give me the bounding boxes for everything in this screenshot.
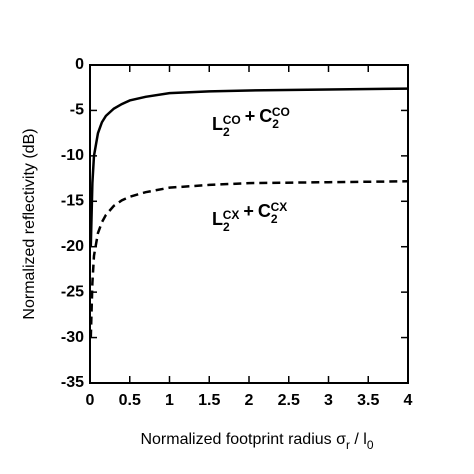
x-tick-label: 0 (86, 392, 95, 409)
x-axis-label-subscript: 0 (367, 438, 374, 452)
annotation-base: C (258, 201, 271, 221)
annotation-sup: CX (271, 200, 288, 214)
x-tick-label: 2.5 (278, 392, 300, 409)
annotation-base: C (259, 106, 272, 126)
x-axis-label-subscript: r (346, 438, 350, 452)
x-axis-label: Normalized footprint radius σr / l0 (140, 431, 373, 452)
annotation-sub: 2 (223, 125, 230, 139)
x-tick-label: 1.5 (198, 392, 220, 409)
annotation-sub: 2 (223, 220, 230, 234)
annotation-base: L (212, 209, 223, 229)
x-axis-label-part: Normalized footprint radius σ (140, 431, 346, 448)
y-tick-label: -5 (70, 102, 84, 119)
y-tick-label: -30 (61, 329, 84, 346)
y-tick-label: -15 (61, 193, 84, 210)
annotation-sub: 2 (272, 117, 279, 131)
annotation-sup: CO (223, 113, 241, 127)
annotation-base: L (212, 114, 223, 134)
y-axis-label: Normalized reflectivity (dB) (21, 128, 38, 319)
y-tick-label: -20 (61, 238, 84, 255)
annotation-sup: CX (223, 208, 240, 222)
annotation-op: + (243, 201, 254, 221)
annotation: L2CO + C2CO (212, 105, 290, 139)
x-tick-label: 4 (404, 392, 413, 409)
x-axis-label-part: / l (350, 431, 367, 448)
series-line (89, 180, 409, 338)
annotation-sub: 2 (271, 212, 278, 226)
x-tick-label: 2 (245, 392, 254, 409)
x-tick-label: 3 (324, 392, 333, 409)
y-tick-label: -25 (61, 283, 84, 300)
y-tick-label: 0 (75, 56, 84, 73)
series-line (89, 87, 409, 247)
x-tick-label: 1 (165, 392, 174, 409)
annotation-sup: CO (272, 105, 290, 119)
annotation-op: + (245, 106, 256, 126)
annotation: L2CX + C2CX (212, 200, 287, 234)
y-tick-label: -35 (61, 374, 84, 391)
y-tick-label: -10 (61, 147, 84, 164)
x-tick-label: 3.5 (357, 392, 379, 409)
x-tick-label: 0.5 (119, 392, 141, 409)
